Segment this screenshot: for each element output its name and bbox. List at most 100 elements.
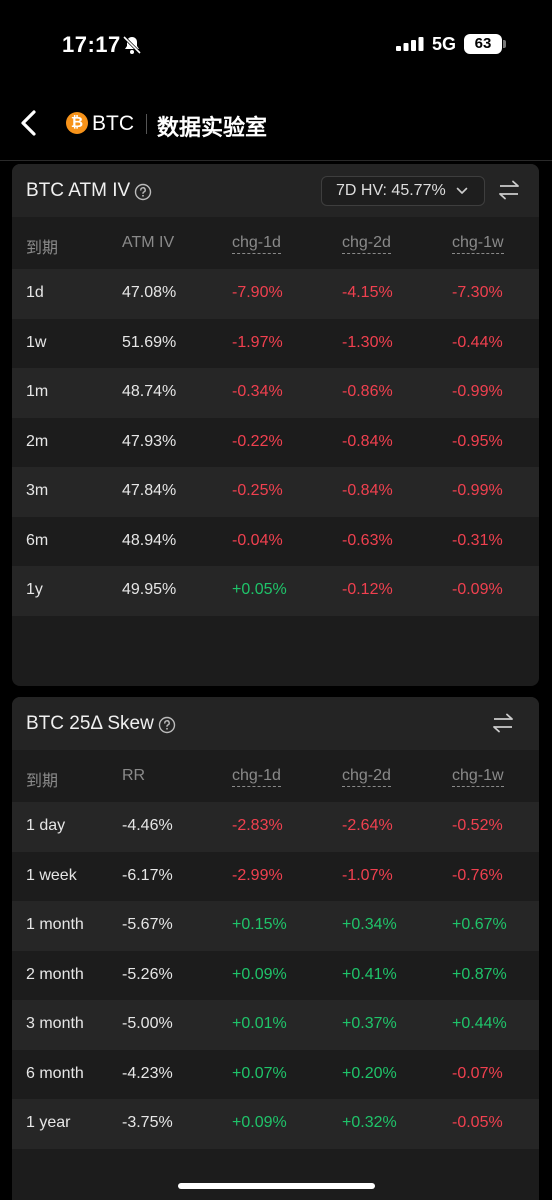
chg-1w-cell: -0.76% <box>452 866 503 884</box>
column-header[interactable]: chg-2d <box>342 234 391 254</box>
chg-1d-cell: +0.07% <box>232 1064 287 1082</box>
skew-card: BTC 25Δ Skew 到期 RR chg-1d chg-2d chg-1w … <box>12 697 539 1200</box>
tenor-cell: 1 day <box>26 817 66 834</box>
btc-logo-icon: ₿ <box>66 112 88 134</box>
chg-2d-cell: -1.30% <box>342 333 393 351</box>
chg-1w-cell: -0.31% <box>452 531 503 549</box>
chg-2d-cell: -0.84% <box>342 432 393 450</box>
table-row: 2 month -5.26% +0.09% +0.41% +0.87% <box>12 951 539 1001</box>
column-header[interactable]: chg-1w <box>452 234 504 254</box>
home-indicator[interactable] <box>178 1183 375 1189</box>
column-header[interactable]: chg-1w <box>452 767 504 787</box>
table-row: 2m 47.93% -0.22% -0.84% -0.95% <box>12 418 539 468</box>
chg-2d-cell: -4.15% <box>342 284 393 301</box>
chg-2d-cell: +0.37% <box>342 1015 397 1032</box>
value-cell: -5.67% <box>122 916 173 933</box>
chg-1d-cell: -2.83% <box>232 817 283 834</box>
help-icon[interactable] <box>134 183 152 201</box>
chg-1w-cell: -7.30% <box>452 284 503 301</box>
column-header[interactable]: chg-1d <box>232 234 281 254</box>
table-row: 1 year -3.75% +0.09% +0.32% -0.05% <box>12 1099 539 1149</box>
nav-divider <box>146 114 147 134</box>
network-type: 5G <box>432 34 457 54</box>
tenor-cell: 2m <box>26 432 49 450</box>
swap-icon[interactable] <box>492 713 514 733</box>
tenor-cell: 3m <box>26 482 49 499</box>
atm-iv-rows: 1d 47.08% -7.90% -4.15% -7.30% 1w 51.69%… <box>12 269 539 616</box>
column-header: ATM IV <box>122 234 175 251</box>
tenor-cell: 6 month <box>26 1064 84 1082</box>
value-cell: 51.69% <box>122 333 177 351</box>
atm-iv-title: BTC ATM IV <box>26 180 131 201</box>
column-header: 到期 <box>26 240 59 257</box>
table-row: 3 month -5.00% +0.01% +0.37% +0.44% <box>12 1000 539 1050</box>
hv-dropdown-label: 7D HV: 45.77% <box>336 182 446 199</box>
chg-2d-cell: -1.07% <box>342 866 393 884</box>
chg-2d-cell: -0.12% <box>342 581 393 598</box>
chg-1w-cell: +0.44% <box>452 1015 507 1032</box>
chg-1d-cell: +0.15% <box>232 916 287 933</box>
chg-1d-cell: +0.05% <box>232 581 287 598</box>
chg-1w-cell: -0.99% <box>452 383 503 400</box>
chg-1d-cell: +0.01% <box>232 1015 287 1032</box>
tenor-cell: 1y <box>26 581 43 598</box>
table-row: 1y 49.95% +0.05% -0.12% -0.09% <box>12 566 539 616</box>
skew-title: BTC 25Δ Skew <box>26 713 154 734</box>
tenor-cell: 1m <box>26 383 49 400</box>
value-cell: 47.08% <box>122 284 177 301</box>
chg-2d-cell: +0.32% <box>342 1114 397 1131</box>
header-separator <box>0 160 552 161</box>
chg-1d-cell: -2.99% <box>232 866 283 884</box>
signal-icon <box>396 37 424 51</box>
table-row: 1 week -6.17% -2.99% -1.07% -0.76% <box>12 852 539 902</box>
coin-selector[interactable]: BTC <box>92 112 134 135</box>
back-icon[interactable] <box>14 106 46 140</box>
value-cell: 48.94% <box>122 531 177 549</box>
table-row: 1w 51.69% -1.97% -1.30% -0.44% <box>12 319 539 369</box>
tenor-cell: 1 year <box>26 1114 71 1131</box>
value-cell: -5.00% <box>122 1015 173 1032</box>
column-header[interactable]: chg-2d <box>342 767 391 787</box>
table-row: 1 day -4.46% -2.83% -2.64% -0.52% <box>12 802 539 852</box>
page-title: 数据实验室 <box>157 115 268 140</box>
help-icon[interactable] <box>158 716 176 734</box>
status-time: 17:17 <box>62 32 121 57</box>
chg-1d-cell: -0.25% <box>232 482 283 499</box>
chg-2d-cell: -2.64% <box>342 817 393 834</box>
column-header[interactable]: chg-1d <box>232 767 281 787</box>
value-cell: -4.23% <box>122 1064 173 1082</box>
atm-iv-card: BTC ATM IV 7D HV: 45.77% 到期 ATM IV chg-1… <box>12 164 539 686</box>
hv-dropdown[interactable]: 7D HV: 45.77% <box>321 176 485 206</box>
value-cell: 48.74% <box>122 383 177 400</box>
atm-iv-header: BTC ATM IV 7D HV: 45.77% <box>12 164 539 217</box>
table-row: 1 month -5.67% +0.15% +0.34% +0.67% <box>12 901 539 951</box>
tenor-cell: 6m <box>26 531 49 549</box>
battery-level: 63 <box>464 34 502 54</box>
nav-bar <box>0 96 552 152</box>
swap-icon[interactable] <box>498 180 520 200</box>
value-cell: 47.93% <box>122 432 177 450</box>
tenor-cell: 2 month <box>26 965 84 983</box>
table-row: 6 month -4.23% +0.07% +0.20% -0.07% <box>12 1050 539 1100</box>
chg-1w-cell: +0.87% <box>452 965 507 983</box>
chg-2d-cell: -0.86% <box>342 383 393 400</box>
table-row: 3m 47.84% -0.25% -0.84% -0.99% <box>12 467 539 517</box>
chg-1w-cell: -0.99% <box>452 482 503 499</box>
chg-1d-cell: -1.97% <box>232 333 283 351</box>
bell-muted-icon <box>122 35 142 55</box>
skew-table-header: 到期 RR chg-1d chg-2d chg-1w <box>12 750 539 802</box>
chg-1d-cell: -7.90% <box>232 284 283 301</box>
tenor-cell: 1 week <box>26 866 77 884</box>
chg-1w-cell: -0.09% <box>452 581 503 598</box>
column-header: RR <box>122 767 146 784</box>
value-cell: 47.84% <box>122 482 177 499</box>
value-cell: -3.75% <box>122 1114 173 1131</box>
value-cell: -5.26% <box>122 965 173 983</box>
value-cell: 49.95% <box>122 581 177 598</box>
chg-1d-cell: +0.09% <box>232 1114 287 1131</box>
atm-iv-table-header: 到期 ATM IV chg-1d chg-2d chg-1w <box>12 217 539 269</box>
tenor-cell: 1d <box>26 284 44 301</box>
chg-2d-cell: +0.41% <box>342 965 397 983</box>
tenor-cell: 3 month <box>26 1015 84 1032</box>
table-row: 1m 48.74% -0.34% -0.86% -0.99% <box>12 368 539 418</box>
